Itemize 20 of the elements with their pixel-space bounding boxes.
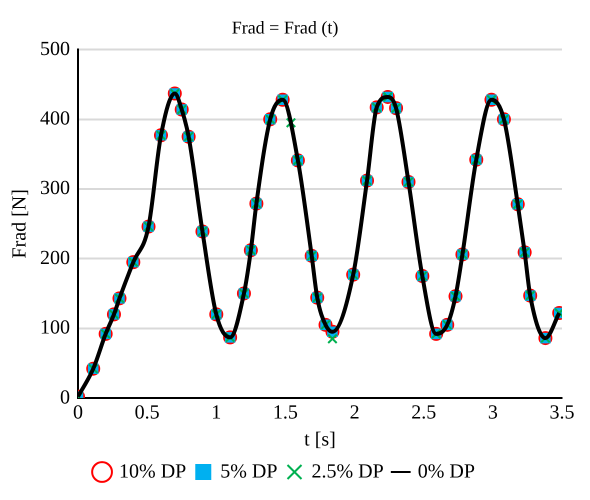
y-tick-label: 100 (40, 316, 70, 339)
x-tick-label: 1.5 (272, 401, 298, 424)
x-tick-label: 3.5 (550, 401, 574, 424)
x-tick-label: 0.5 (134, 401, 160, 424)
x-tick-label: 3 (488, 401, 498, 424)
y-tick-label: 300 (40, 177, 70, 200)
legend-label: 0% DP (418, 460, 475, 482)
x-tick-label: 2.5 (411, 401, 436, 424)
x-tick-label: 1 (211, 401, 222, 424)
y-tick-label: 0 (60, 386, 70, 408)
legend-label: 10% DP (119, 460, 186, 482)
x-axis-title: t [s] (304, 428, 336, 450)
chart-title: Frad = Frad (t) (232, 18, 338, 38)
y-tick-label: 500 (40, 38, 70, 60)
x-tick-label: 2 (350, 401, 360, 424)
y-axis-title: Frad [N] (8, 189, 30, 259)
legend-label: 2.5% DP (312, 460, 384, 482)
y-tick-label: 200 (40, 246, 70, 269)
legend-label: 5% DP (220, 460, 278, 482)
y-tick-label: 400 (40, 108, 70, 130)
